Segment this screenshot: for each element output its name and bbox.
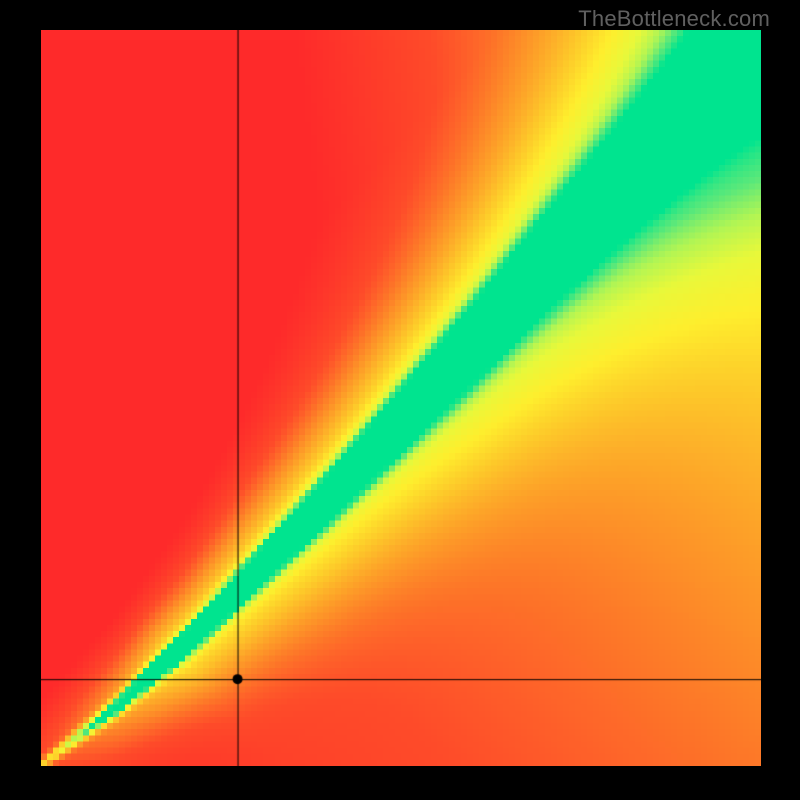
watermark-text: TheBottleneck.com — [578, 6, 770, 32]
figure-container: TheBottleneck.com — [0, 0, 800, 800]
bottleneck-heatmap — [41, 30, 761, 766]
